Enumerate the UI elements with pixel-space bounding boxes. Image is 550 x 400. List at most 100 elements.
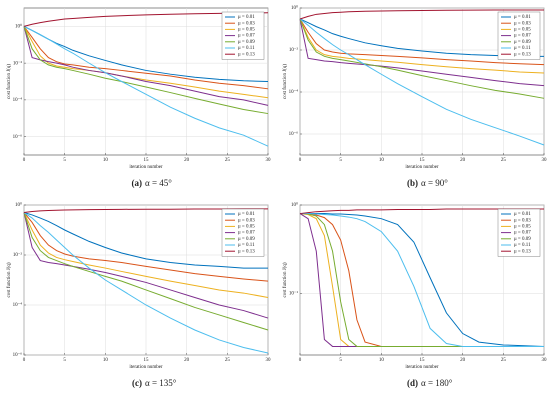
x-tick-label: 0 (23, 358, 26, 363)
x-axis-label: iteration number (405, 165, 439, 170)
x-tick-label: 10 (103, 158, 109, 163)
x-tick-label: 0 (299, 358, 302, 363)
legend-label: μ = 0.09 (514, 237, 531, 242)
x-tick-label: 25 (501, 158, 507, 163)
x-tick-label: 10 (379, 158, 385, 163)
x-tick-label: 5 (339, 358, 342, 363)
y-tick-label: 10⁻² (13, 252, 23, 258)
y-tick-label: 10⁻⁴ (13, 97, 23, 103)
legend-label: μ = 0.09 (238, 40, 255, 45)
data-line (300, 213, 545, 347)
legend-label: μ = 0.05 (238, 225, 255, 230)
data-line (23, 212, 269, 298)
data-line (23, 212, 269, 354)
y-tick-label: 10⁻⁴ (289, 89, 299, 95)
y-tick-label: 10⁻² (289, 47, 299, 53)
caption-label: (a) (132, 178, 143, 188)
legend-label: μ = 0.11 (238, 243, 255, 248)
legend-label: μ = 0.07 (514, 34, 531, 39)
legend-label: μ = 0.07 (238, 231, 255, 236)
legend-label: μ = 0.05 (514, 28, 531, 33)
data-line (299, 18, 545, 99)
legend-label: μ = 0.05 (238, 28, 255, 33)
x-tick-label: 30 (266, 158, 272, 163)
y-axis-label: cost function J(q) (283, 64, 288, 99)
x-tick-label: 10 (103, 358, 109, 363)
x-tick-label: 5 (63, 158, 66, 163)
legend-label: μ = 0.03 (514, 218, 531, 223)
legend-label: μ = 0.13 (514, 52, 531, 57)
y-tick-label: 10⁻¹ (289, 290, 299, 296)
data-line (299, 18, 545, 66)
y-tick-label: 10⁻⁶ (289, 131, 299, 137)
caption: α = 180° (421, 378, 453, 388)
legend-label: μ = 0.11 (514, 46, 531, 51)
x-axis-label: iteration number (405, 365, 439, 370)
legend-label: μ = 0.09 (514, 40, 531, 45)
x-tick-label: 15 (144, 358, 150, 363)
y-tick-label: 10⁰ (291, 5, 298, 11)
y-axis-label: cost function J(q) (283, 262, 288, 297)
data-line (299, 18, 545, 74)
legend-label: μ = 0.13 (238, 52, 255, 57)
y-tick-label: 10⁻² (13, 60, 23, 66)
legend-label: μ = 0.01 (514, 212, 531, 217)
x-tick-label: 15 (144, 158, 150, 163)
y-tick-label: 10⁻⁶ (13, 134, 23, 140)
data-line (23, 208, 268, 214)
legend-label: μ = 0.01 (238, 15, 255, 20)
x-tick-label: 15 (420, 158, 426, 163)
legend-label: μ = 0.03 (514, 21, 531, 26)
data-line (299, 9, 544, 20)
x-tick-label: 25 (225, 358, 231, 363)
y-tick-label: 10⁰ (15, 24, 22, 30)
data-line (23, 212, 269, 319)
caption-label: (d) (407, 378, 418, 388)
x-tick-label: 10 (379, 358, 385, 363)
x-tick-label: 5 (63, 358, 66, 363)
caption: α = 90° (421, 178, 448, 188)
legend-label: μ = 0.03 (238, 218, 255, 223)
data-line (299, 18, 544, 57)
legend-label: μ = 0.11 (238, 46, 255, 51)
y-tick-label: 10⁻⁴ (13, 302, 23, 308)
x-axis-label: iteration number (129, 365, 163, 370)
data-line (23, 26, 269, 106)
x-tick-label: 25 (225, 158, 231, 163)
y-axis-label: cost function J(q) (7, 64, 12, 99)
caption: α = 135° (145, 378, 177, 388)
y-tick-label: 10⁰ (15, 202, 22, 208)
legend-label: μ = 0.03 (238, 21, 255, 26)
data-line (23, 12, 269, 27)
x-axis-label: iteration number (129, 165, 163, 170)
legend-label: μ = 0.11 (514, 243, 531, 248)
data-line (300, 213, 544, 347)
x-tick-label: 0 (23, 158, 26, 163)
x-tick-label: 0 (299, 158, 302, 163)
y-tick-label: 10⁻⁶ (13, 352, 23, 358)
x-tick-label: 15 (420, 358, 426, 363)
y-tick-label: 10⁰ (291, 202, 298, 208)
legend-label: μ = 0.13 (514, 249, 531, 254)
x-tick-label: 30 (542, 158, 548, 163)
legend-label: μ = 0.07 (514, 231, 531, 236)
legend-label: μ = 0.07 (238, 34, 255, 39)
data-line (23, 212, 268, 269)
data-line (23, 26, 269, 115)
x-tick-label: 30 (542, 358, 548, 363)
data-line (299, 18, 545, 146)
legend-label: μ = 0.05 (514, 225, 531, 230)
legend-label: μ = 0.09 (238, 237, 255, 242)
legend-label: μ = 0.01 (238, 212, 255, 217)
data-line (299, 208, 544, 215)
x-tick-label: 25 (501, 358, 507, 363)
caption-label: (c) (132, 378, 142, 388)
legend-label: μ = 0.01 (514, 15, 531, 20)
x-tick-label: 5 (339, 158, 342, 163)
y-axis-label: cost function J(q) (7, 262, 12, 297)
legend-label: μ = 0.13 (238, 249, 255, 254)
data-line (23, 25, 269, 147)
caption: α = 45° (145, 178, 172, 188)
